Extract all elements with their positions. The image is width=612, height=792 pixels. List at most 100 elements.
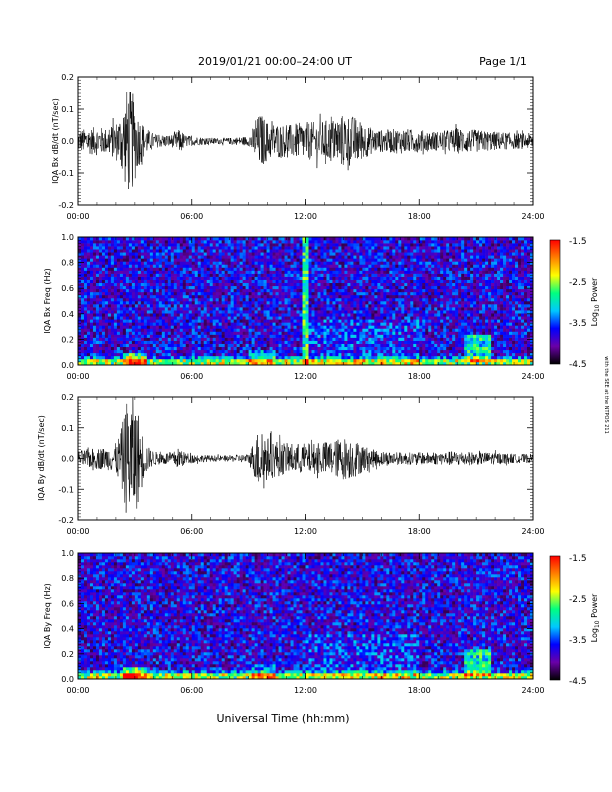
- spectrogram-cell: [320, 285, 324, 290]
- spectrogram-cell: [278, 361, 282, 366]
- spectrogram-cell: [170, 319, 175, 323]
- spectrogram-cell: [467, 310, 471, 314]
- spectrogram-cell: [176, 294, 181, 299]
- spectrogram-cell: [410, 337, 414, 341]
- spectrogram-cell: [125, 313, 130, 317]
- spectrogram-cell: [227, 349, 231, 354]
- spectrogram-cell: [479, 361, 483, 366]
- spectrogram-cell: [215, 291, 219, 296]
- spectrogram-cell: [302, 328, 306, 332]
- spectrogram-cell: [242, 316, 246, 320]
- spectrogram-cell: [236, 358, 240, 363]
- spectrogram-cell: [239, 352, 243, 357]
- spectrogram-cell: [386, 291, 390, 296]
- spectrogram-cell: [299, 343, 303, 348]
- spectrogram-cell: [293, 343, 297, 348]
- spectrogram-cell: [500, 346, 504, 351]
- spectrogram-cell: [125, 328, 130, 332]
- spectrogram-cell: [275, 270, 279, 274]
- spectrogram-cell: [236, 273, 240, 277]
- spectrogram-cell: [128, 310, 133, 314]
- spectrogram-cell: [239, 355, 243, 360]
- spectrogram-cell: [440, 325, 444, 329]
- spectrogram-cell: [113, 316, 118, 320]
- spectrogram-cell: [503, 322, 507, 326]
- spectrogram-cell: [254, 288, 258, 293]
- spectrogram-cell: [404, 346, 408, 351]
- spectrogram-cell: [488, 346, 492, 351]
- spectrogram-cell: [95, 340, 100, 344]
- spectrogram-cell: [185, 337, 190, 341]
- spectrogram-cell: [371, 288, 375, 293]
- spectrogram-cell: [350, 325, 354, 329]
- spectrogram-cell: [146, 346, 151, 351]
- spectrogram-cell: [281, 355, 285, 360]
- spectrogram-cell: [170, 291, 175, 296]
- spectrogram-cell: [365, 346, 369, 351]
- spectrogram-cell: [419, 279, 423, 284]
- spectrogram-cell: [104, 313, 109, 317]
- spectrogram-cell: [473, 352, 477, 357]
- spectrogram-cell: [167, 316, 172, 320]
- spectrogram-cell: [155, 337, 160, 341]
- spectrogram-cell: [197, 340, 202, 344]
- spectrogram-cell: [422, 304, 426, 308]
- spectrogram-cell: [245, 334, 249, 338]
- spectrogram-cell: [212, 276, 216, 280]
- spectrogram-cell: [176, 310, 181, 314]
- spectrogram-cell: [275, 337, 279, 341]
- spectrogram-cell: [155, 294, 160, 299]
- spectrogram-cell: [338, 358, 342, 363]
- spectrogram-cell: [218, 310, 222, 314]
- spectrogram-cell: [101, 331, 106, 335]
- spectrogram-cell: [500, 349, 504, 354]
- spectrogram-cell: [251, 304, 255, 308]
- spectrogram-cell: [521, 349, 525, 354]
- spectrogram-cell: [386, 352, 390, 357]
- spectrogram-cell: [257, 313, 261, 317]
- spectrogram-cell: [212, 334, 216, 338]
- spectrogram-cell: [308, 307, 312, 311]
- spectrogram-cell: [140, 304, 145, 308]
- spectrogram-cell: [515, 340, 519, 344]
- spectrogram-cell: [428, 310, 432, 314]
- spectrogram-cell: [185, 358, 190, 363]
- spectrogram-cell: [452, 310, 456, 314]
- spectrogram-cell: [293, 349, 297, 354]
- spectrogram-cell: [437, 337, 441, 341]
- spectrogram-cell: [362, 297, 366, 302]
- spectrogram-cell: [527, 285, 531, 290]
- spectrogram-cell: [473, 322, 477, 326]
- spectrogram-cell: [110, 285, 115, 290]
- spectrogram-cell: [78, 294, 82, 299]
- spectrogram-cell: [434, 285, 438, 290]
- spectrogram-cell: [269, 316, 273, 320]
- spectrogram-cell: [155, 346, 160, 351]
- spectrogram-cell: [224, 343, 228, 348]
- spectrogram-cell: [281, 310, 285, 314]
- spectrogram-cell: [110, 307, 115, 311]
- spectrogram-cell: [419, 328, 423, 332]
- spectrogram-cell: [95, 288, 100, 293]
- spectrogram-cell: [260, 288, 264, 293]
- spectrogram-cell: [83, 343, 88, 348]
- spectrogram-cell: [131, 343, 136, 348]
- spectrogram-cell: [398, 328, 402, 332]
- spectrogram-cell: [89, 355, 94, 360]
- spectrogram-cell: [323, 297, 327, 302]
- spectrogram-cell: [344, 349, 348, 354]
- spectrogram-cell: [245, 276, 249, 280]
- spectrogram-cell: [251, 325, 255, 329]
- spectrogram-cell: [434, 346, 438, 351]
- spectrogram-cell: [431, 328, 435, 332]
- spectrogram-cell: [206, 358, 211, 363]
- spectrogram-cell: [434, 304, 438, 308]
- spectrogram-cell: [524, 361, 528, 366]
- spectrogram-cell: [521, 313, 525, 317]
- spectrogram-cell: [401, 340, 405, 344]
- spectrogram-cell: [254, 322, 258, 326]
- spectrogram-cell: [368, 325, 372, 329]
- spectrogram-cell: [245, 343, 249, 348]
- spectrogram-cell: [359, 270, 363, 274]
- spectrogram-cell: [296, 340, 300, 344]
